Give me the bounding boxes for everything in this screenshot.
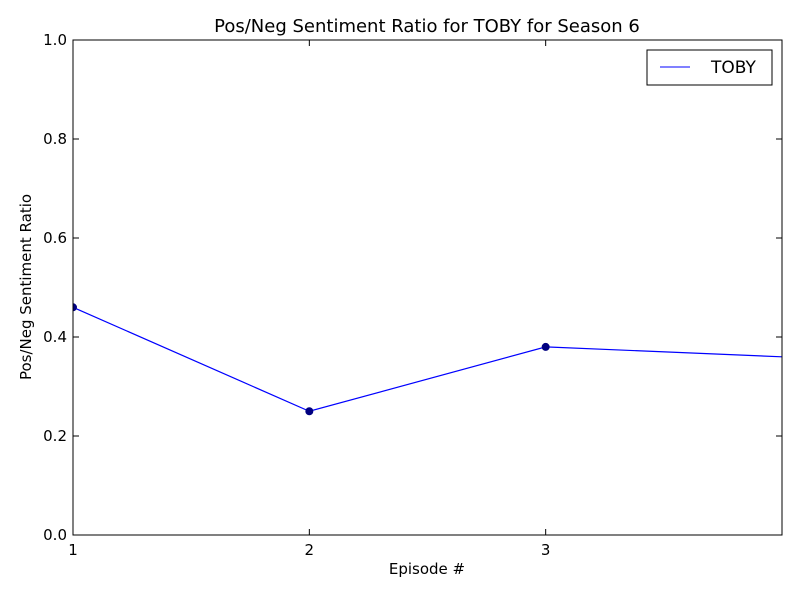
series-layer	[73, 303, 782, 416]
x-tick-label: 1	[68, 541, 78, 559]
y-tick-label: 0.2	[43, 427, 67, 445]
y-tick-label: 0.4	[43, 328, 67, 346]
legend: TOBY	[646, 49, 773, 86]
x-tick-label: 2	[305, 541, 315, 559]
series-line-toby	[73, 306, 782, 412]
data-point	[305, 407, 314, 416]
y-axis-label: Pos/Neg Sentiment Ratio	[17, 194, 35, 380]
chart-title: Pos/Neg Sentiment Ratio for TOBY for Sea…	[214, 16, 640, 37]
y-tick-label: 0.8	[43, 130, 67, 148]
axis-ticks: 1 2 3 0.0 0.2 0.4 0.6 0.8 1.0	[43, 31, 782, 559]
x-axis-label: Episode #	[389, 560, 465, 578]
x-tick-label: 3	[541, 541, 551, 559]
y-tick-label: 0.0	[43, 526, 67, 544]
y-tick-label: 0.6	[43, 229, 67, 247]
data-point	[541, 342, 550, 351]
plot-frame	[72, 39, 783, 536]
data-point	[73, 303, 77, 312]
legend-label: TOBY	[710, 58, 756, 78]
y-tick-label: 1.0	[43, 31, 67, 49]
